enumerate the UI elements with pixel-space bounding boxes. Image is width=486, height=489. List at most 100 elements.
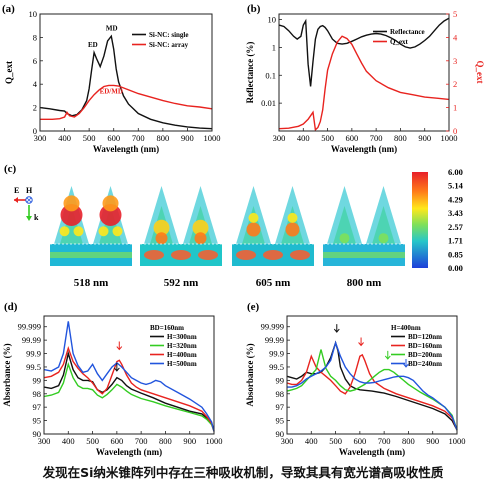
- chart-a-svg: (a) 300 400 500 600 700 800 900 1000 Wavelength (…: [2, 3, 221, 154]
- field-hotspot: [112, 226, 123, 237]
- panel-label: (a): [2, 3, 15, 15]
- x-tick-label: 400: [297, 133, 310, 143]
- y-tick-label: 4: [33, 79, 38, 89]
- legend-label-2: H=320nm: [167, 342, 197, 350]
- x-tick-label: 400: [62, 436, 75, 446]
- series-line-1: [43, 350, 215, 432]
- y-tick-label: 99.5: [269, 362, 284, 372]
- y-tick-label: 95: [33, 416, 42, 426]
- y-tick-label: 6: [33, 56, 37, 66]
- colorbar-tick-label: 6.00: [448, 167, 463, 177]
- x-axis-label: Wavelength (nm): [96, 447, 162, 457]
- x-tick-label: 600: [107, 133, 120, 143]
- y-tick-label: 8: [33, 32, 37, 42]
- series-line-4: [287, 340, 458, 431]
- annotation-md: MD: [106, 24, 118, 32]
- x-axis-label: Wavelength (nm): [331, 144, 397, 154]
- x-tick-label: 400: [305, 436, 318, 446]
- field-map-3: [232, 186, 314, 266]
- x-tick-label: 1000: [441, 133, 458, 143]
- field-hotspot: [285, 222, 300, 237]
- wavelength-label-3: 605 nm: [256, 277, 291, 289]
- y-right-tick-label: 4: [453, 32, 458, 42]
- substrate-hotspot: [236, 250, 256, 260]
- y-tick-label: 99.99: [265, 335, 284, 345]
- plot-frame: [278, 13, 450, 132]
- plot-frame: [39, 13, 213, 132]
- series-line-2: [278, 35, 450, 132]
- x-tick-label: 1000: [206, 436, 223, 446]
- figure-caption: 发现在Si纳米锥阵列中存在三种吸收机制，导致其具有宽光谱高吸收性质: [42, 465, 444, 480]
- series-line-4: [43, 321, 215, 432]
- e-field-arrowhead: [14, 197, 18, 203]
- y-tick-label: 90: [33, 429, 42, 439]
- x-tick-label: 900: [426, 436, 439, 446]
- substrate-hotspot: [171, 250, 191, 260]
- panel-b: (b) 300 400 500 600 700 800 900 1000 Wavelength (…: [243, 0, 486, 158]
- field-hotspot: [339, 233, 350, 244]
- y-right-tick-label: 1: [453, 103, 457, 113]
- y-tick-label: 99.9: [26, 349, 41, 359]
- y-tick-label: 97: [276, 402, 285, 412]
- y-tick-label: 0.1: [265, 70, 276, 80]
- panel-label: (b): [247, 3, 261, 15]
- y-tick-label: 99.999: [261, 322, 284, 332]
- y-tick-label: 1: [272, 42, 276, 52]
- y-tick-label: 99: [33, 375, 42, 385]
- panel-e: (e) 300 400 500 600 700 800 900 1000 Wavelength (…: [243, 298, 486, 458]
- y-tick-label: 10: [268, 15, 277, 25]
- y-tick-label: 99.5: [26, 362, 41, 372]
- y-tick-label: 98: [276, 389, 285, 399]
- chart-b-svg: (b) 300 400 500 600 700 800 900 1000 Wavelength (…: [245, 3, 485, 154]
- y-axis-label: Absorbance (%): [2, 343, 12, 406]
- legend-label-2: Si-NC: array: [149, 41, 189, 49]
- k-label: k: [34, 213, 39, 222]
- field-hotspot: [155, 232, 168, 245]
- field-hotspot: [248, 212, 259, 223]
- y-tick-label: 95: [276, 416, 285, 426]
- x-tick-label: 700: [370, 133, 383, 143]
- substrate-band: [323, 252, 405, 258]
- legend-label-2: BD=160nm: [408, 342, 442, 350]
- y-tick-label: 10: [29, 9, 38, 19]
- field-map-2: [140, 186, 222, 266]
- x-tick-label: 500: [83, 133, 96, 143]
- x-tick-label: 300: [34, 133, 47, 143]
- peak-arrow-2: [358, 337, 364, 347]
- annotation-ed-md: ED/MD: [100, 88, 123, 96]
- wavelength-label-2: 592 nm: [164, 277, 199, 289]
- x-tick-label: 900: [181, 133, 194, 143]
- legend-title: H=400nm: [391, 324, 421, 332]
- x-tick-label: 600: [110, 436, 123, 446]
- x-tick-label: 500: [321, 133, 334, 143]
- e-label: E: [14, 186, 19, 195]
- field-map-4: [323, 186, 405, 266]
- field-hotspot: [99, 204, 122, 226]
- chart-e-svg: (e) 300 400 500 600 700 800 900 1000 Wavelength (…: [245, 301, 466, 457]
- cone-inner-field: [333, 206, 356, 244]
- y-axis-label: Reflectance (%): [245, 42, 255, 104]
- h-label: H: [26, 186, 33, 195]
- colorbar-tick-label: 0.85: [448, 249, 463, 259]
- wavelength-label-1: 518 nm: [74, 277, 109, 289]
- colorbar-tick-label: 1.71: [448, 236, 463, 246]
- x-tick-label: 800: [394, 133, 407, 143]
- field-hotspot: [192, 219, 209, 236]
- y-tick-label: 0.01: [261, 98, 276, 108]
- x-tick-label: 400: [58, 133, 71, 143]
- legend-label-1: Reflectance: [390, 28, 425, 36]
- y-tick-label: 2: [33, 103, 37, 113]
- x-tick-label: 700: [378, 436, 391, 446]
- y-tick-label: 99.9: [269, 349, 284, 359]
- h-field-symbol: [25, 196, 33, 204]
- panel-label: (e): [247, 301, 260, 313]
- legend-label-1: Si-NC: single: [149, 31, 188, 39]
- panel-label: (c): [4, 163, 17, 175]
- x-axis-label: Wavelength (nm): [339, 447, 405, 457]
- colorbar-tick-label: 5.14: [448, 181, 464, 191]
- panel-a: (a) 300 400 500 600 700 800 900 1000 Wavelength (…: [0, 0, 243, 158]
- x-tick-label: 600: [345, 133, 358, 143]
- y-axis-label: Q_ext: [4, 61, 14, 84]
- field-hotspot: [287, 212, 298, 223]
- x-tick-label: 500: [329, 436, 342, 446]
